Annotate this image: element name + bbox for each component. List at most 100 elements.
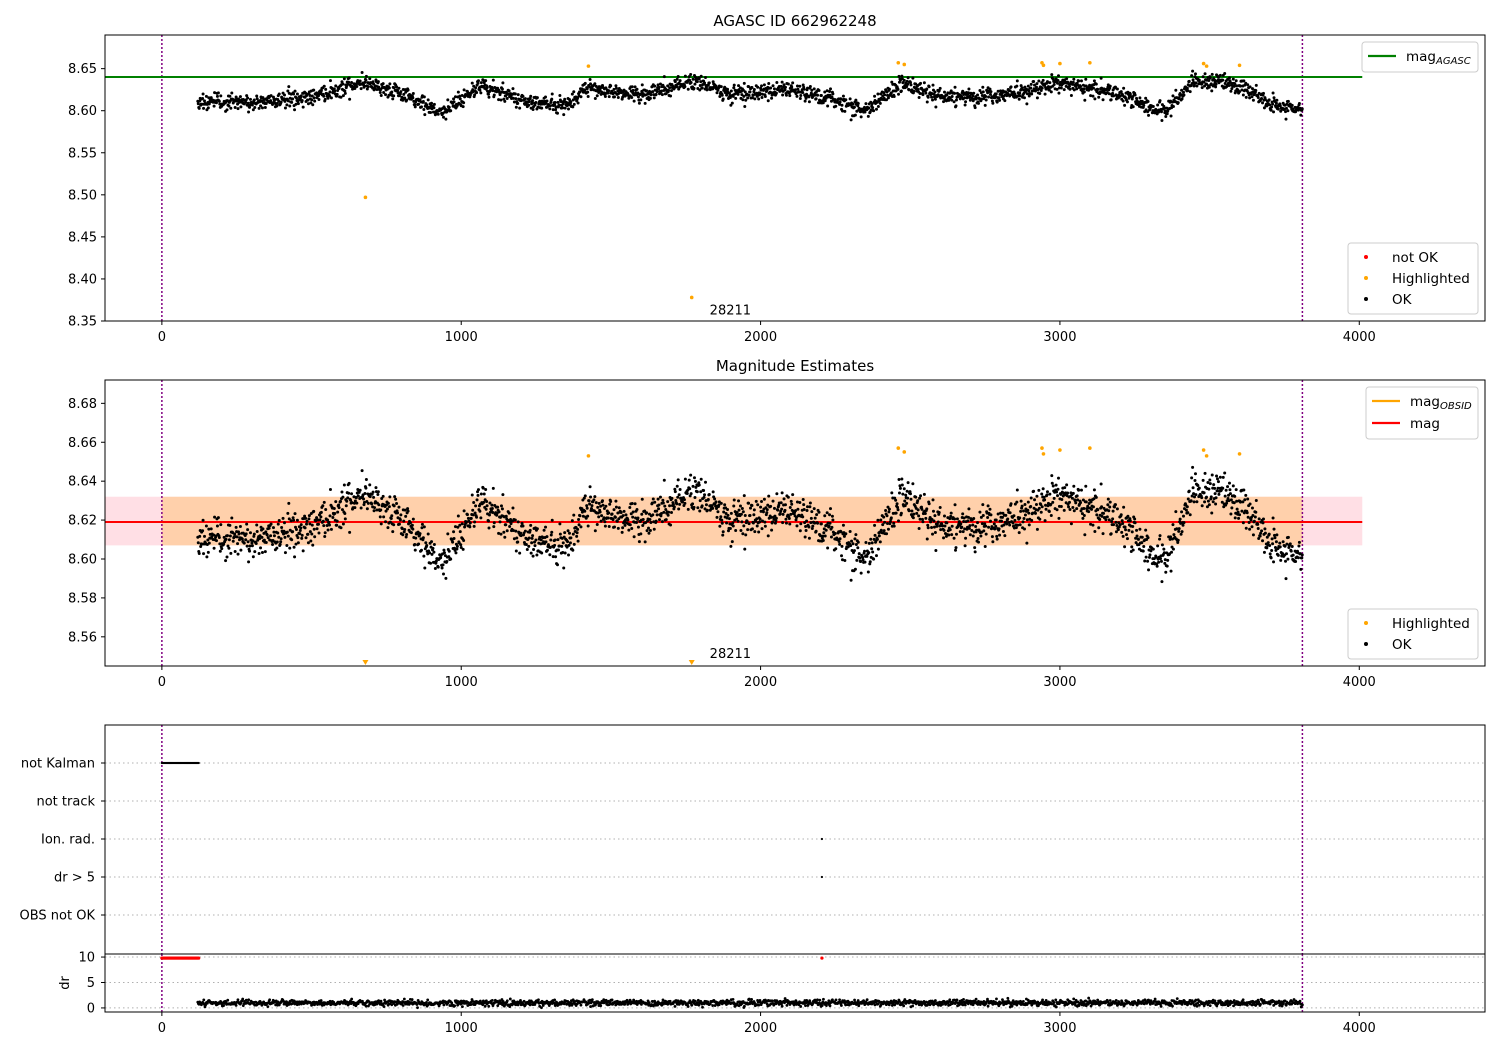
ok-point	[683, 498, 686, 501]
ok-point	[1108, 505, 1111, 508]
ok-point	[284, 106, 287, 109]
ok-point	[377, 503, 380, 506]
ok-point	[966, 519, 969, 522]
ok-point	[803, 88, 806, 91]
ok-point	[689, 474, 692, 477]
ok-point	[784, 509, 787, 512]
ok-point	[540, 552, 543, 555]
ok-point	[1217, 480, 1220, 483]
ok-point	[532, 548, 535, 551]
ok-point	[587, 95, 590, 98]
ok-point	[208, 542, 211, 545]
ok-point	[785, 522, 788, 525]
ok-point	[1102, 98, 1105, 101]
ok-point	[348, 98, 351, 101]
ok-point	[1291, 104, 1294, 107]
ok-point	[1035, 495, 1038, 498]
ok-point	[1181, 97, 1184, 100]
ok-point	[708, 493, 711, 496]
ok-point	[527, 545, 530, 548]
ok-point	[259, 546, 262, 549]
ok-point	[310, 532, 313, 535]
ok-point	[366, 507, 369, 510]
ok-point	[1114, 503, 1117, 506]
ok-point	[363, 492, 366, 495]
legend-entry: OK	[1392, 292, 1413, 308]
ok-point	[508, 89, 511, 92]
ok-point	[645, 89, 648, 92]
ok-point	[1248, 521, 1251, 524]
ok-point	[425, 544, 428, 547]
ok-point	[1000, 520, 1003, 523]
ok-point	[506, 97, 509, 100]
ok-point	[506, 529, 509, 532]
ok-point	[492, 79, 495, 82]
ok-point	[554, 101, 557, 104]
ok-point	[826, 546, 829, 549]
ok-point	[499, 533, 502, 536]
ok-point	[1055, 491, 1058, 494]
dr-point	[202, 999, 205, 1002]
ok-point	[796, 508, 799, 511]
ok-point	[1182, 93, 1185, 96]
ok-point	[711, 507, 714, 510]
x-tick-label: 0	[158, 675, 166, 690]
ok-point	[628, 506, 631, 509]
ok-point	[901, 483, 904, 486]
ok-point	[414, 105, 417, 108]
ok-point	[653, 85, 656, 88]
ok-point	[533, 544, 536, 547]
ok-point	[1148, 556, 1151, 559]
ok-point	[1186, 511, 1189, 514]
ok-point	[868, 542, 871, 545]
ok-point	[604, 505, 607, 508]
ok-point	[641, 83, 644, 86]
ok-point	[1042, 79, 1045, 82]
ok-point	[1038, 518, 1041, 521]
ok-point	[1147, 100, 1150, 103]
ok-point	[994, 525, 997, 528]
ok-point	[1148, 553, 1151, 556]
ok-point	[932, 519, 935, 522]
ok-point	[1085, 500, 1088, 503]
ok-point	[826, 104, 829, 107]
ok-point	[224, 559, 227, 562]
ok-point	[474, 86, 477, 89]
ok-point	[853, 549, 856, 552]
ok-point	[854, 99, 857, 102]
ok-point	[1147, 536, 1150, 539]
ok-point	[964, 100, 967, 103]
ok-point	[726, 508, 729, 511]
ok-point	[403, 528, 406, 531]
flag-point	[821, 876, 823, 878]
ok-point	[367, 85, 370, 88]
ok-point	[1182, 521, 1185, 524]
ok-point	[564, 107, 567, 110]
ok-point	[677, 478, 680, 481]
ok-point	[748, 522, 751, 525]
ok-point	[813, 507, 816, 510]
ok-point	[911, 482, 914, 485]
ok-point	[359, 79, 362, 82]
ok-point	[937, 520, 940, 523]
ok-point	[1272, 560, 1275, 563]
ok-point	[1045, 508, 1048, 511]
ok-point	[1191, 70, 1194, 73]
ok-point	[984, 525, 987, 528]
ok-point	[433, 103, 436, 106]
ok-point	[903, 487, 906, 490]
highlighted-point	[1042, 452, 1046, 456]
ok-point	[229, 107, 232, 110]
ok-point	[392, 94, 395, 97]
ok-point	[1279, 559, 1282, 562]
ok-point	[411, 524, 414, 527]
ok-point	[772, 84, 775, 87]
ok-point	[1063, 486, 1066, 489]
ok-point	[704, 76, 707, 79]
ok-point	[448, 550, 451, 553]
ok-point	[1030, 519, 1033, 522]
ok-point	[1170, 551, 1173, 554]
ok-point	[608, 503, 611, 506]
offscale-marker	[689, 660, 695, 665]
ok-point	[1159, 99, 1162, 102]
